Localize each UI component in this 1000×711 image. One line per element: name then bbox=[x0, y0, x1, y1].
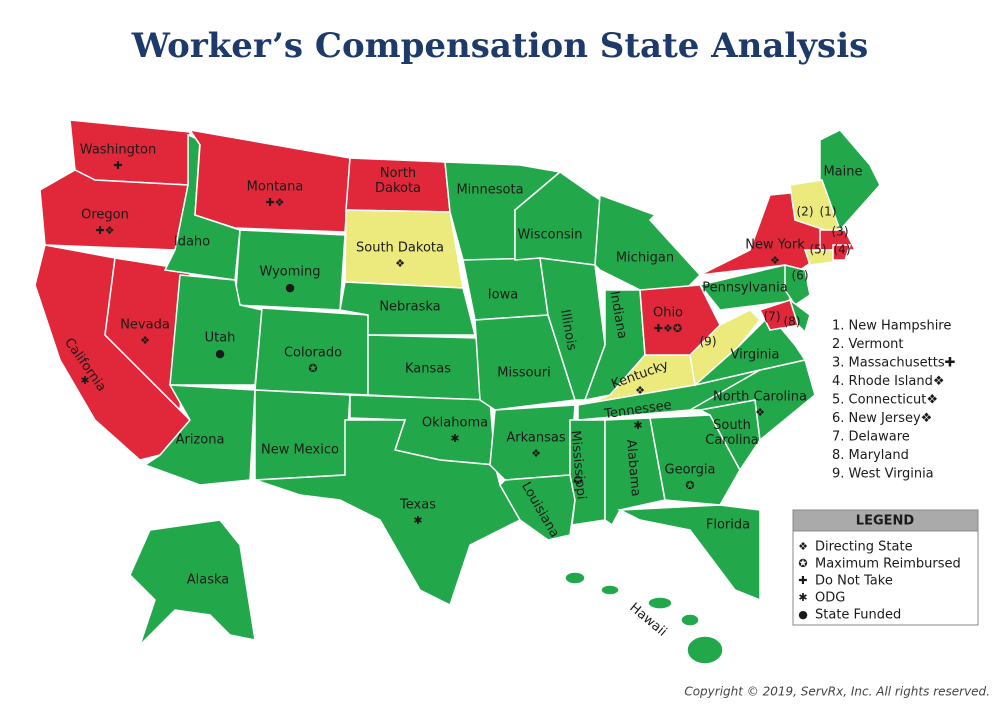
state-symbols: ✪ bbox=[685, 479, 694, 492]
state-symbols: ✱ bbox=[450, 432, 459, 445]
state-marker: (3) bbox=[832, 225, 849, 239]
state-label: Wyoming bbox=[259, 265, 320, 280]
state-label: Arkansas bbox=[506, 431, 565, 446]
state-label: Kansas bbox=[405, 362, 451, 377]
state-label: Illinois bbox=[557, 308, 579, 351]
state-marker: (2) bbox=[797, 205, 814, 219]
legend-label: Maximum Reimbursed bbox=[815, 557, 961, 572]
list-item: 1. New Hampshire bbox=[832, 319, 951, 334]
state-label: Idaho bbox=[174, 235, 210, 250]
state-marker: (6) bbox=[792, 269, 809, 283]
list-item: 5. Connecticut❖ bbox=[832, 393, 938, 408]
state-label: Georgia bbox=[665, 463, 716, 478]
legend: LEGEND ❖ Directing State ✪ Maximum Reimburs… bbox=[792, 509, 979, 626]
state-symbols: ✚❖ bbox=[265, 196, 284, 209]
state-marker: (1) bbox=[820, 205, 837, 219]
state-label: Nevada bbox=[120, 318, 170, 333]
state-symbols: ✱ bbox=[633, 419, 642, 432]
legend-symbol: ✱ bbox=[798, 591, 807, 604]
title: Worker’s Compensation State Analysis bbox=[131, 26, 869, 66]
list-item: 7. Delaware bbox=[832, 430, 910, 445]
list-item: 2. Vermont bbox=[832, 337, 904, 352]
state-label: Colorado bbox=[284, 346, 342, 361]
state-label: Missouri bbox=[497, 366, 551, 381]
state-label: Oklahoma bbox=[422, 416, 488, 431]
copyright: Copyright © 2019, ServRx, Inc. All right… bbox=[684, 685, 990, 699]
legend-symbol: ● bbox=[798, 608, 808, 621]
numbered-list: 1. New Hampshire 2. Vermont 3. Massachuset… bbox=[832, 319, 956, 482]
state-label: Washington bbox=[80, 143, 156, 158]
state-symbols: ✚❖ bbox=[95, 224, 114, 237]
state-label: Ohio bbox=[653, 306, 683, 321]
label-line: Carolina bbox=[705, 433, 759, 448]
state-symbols: ❖ bbox=[395, 257, 405, 270]
state-symbols: ✚❖✪ bbox=[654, 322, 682, 335]
state-symbols: ✱ bbox=[80, 374, 89, 387]
state-symbols: ● bbox=[285, 281, 295, 294]
state-symbols: ❖ bbox=[635, 384, 645, 397]
state-label: Alaska bbox=[187, 573, 230, 588]
state-label: North Carolina bbox=[713, 390, 807, 405]
state-symbols: ✪ bbox=[308, 362, 317, 375]
state-label: New Mexico bbox=[261, 443, 339, 458]
state-label: Utah bbox=[205, 331, 236, 346]
state-label: Iowa bbox=[488, 288, 518, 303]
list-item: 9. West Virginia bbox=[832, 467, 934, 482]
state-marker: (9) bbox=[700, 335, 717, 349]
state-label: Mississippi bbox=[568, 430, 589, 500]
state-label: Alabama bbox=[623, 439, 643, 497]
legend-label: Do Not Take bbox=[815, 574, 893, 589]
state-label: Michigan bbox=[616, 251, 674, 266]
state-symbols: ❖ bbox=[770, 254, 780, 267]
legend-symbol: ❖ bbox=[798, 540, 808, 553]
state-marker: (8) bbox=[784, 315, 801, 329]
state-symbols: ❖ bbox=[531, 447, 541, 460]
state-marker: (7) bbox=[764, 310, 781, 324]
state-label: Virginia bbox=[730, 348, 779, 363]
state-symbols: ✱ bbox=[413, 514, 422, 527]
list-item: 6. New Jersey❖ bbox=[832, 411, 932, 426]
state-label: South Dakota bbox=[356, 241, 444, 256]
state-symbols: ❖ bbox=[755, 406, 765, 419]
legend-items: ❖ Directing State ✪ Maximum Reimbursed ✚ Do N… bbox=[798, 540, 961, 623]
state-label: Florida bbox=[706, 518, 750, 533]
state-label: South Carolina bbox=[705, 418, 759, 448]
legend-symbol: ✪ bbox=[798, 557, 807, 570]
state-label: Pennsylvania bbox=[702, 281, 787, 296]
legend-label: ODG bbox=[815, 591, 845, 606]
state-symbols: ✪ bbox=[573, 474, 582, 487]
state-label: North Dakota bbox=[375, 166, 421, 196]
state-symbols: ✚ bbox=[113, 159, 122, 172]
state-label: Texas bbox=[399, 498, 436, 513]
legend-header bbox=[792, 509, 979, 532]
state-label: Wisconsin bbox=[518, 228, 583, 243]
state-label: Montana bbox=[247, 180, 304, 195]
legend-title: LEGEND bbox=[856, 514, 915, 529]
state-label: Oregon bbox=[81, 208, 129, 223]
legend-label: State Funded bbox=[815, 608, 901, 623]
state-label: Maine bbox=[823, 165, 862, 180]
state-label: Arizona bbox=[176, 433, 225, 448]
label-line: Dakota bbox=[375, 181, 421, 196]
state-marker: (4) bbox=[834, 243, 851, 257]
list-item: 3. Massachusetts✚ bbox=[832, 356, 956, 371]
state-marker: (5) bbox=[810, 243, 827, 257]
legend-symbol: ✚ bbox=[798, 574, 807, 587]
list-item: 8. Maryland bbox=[832, 448, 909, 463]
label-line: South bbox=[713, 418, 751, 433]
states bbox=[34, 119, 881, 665]
state-label: Minnesota bbox=[456, 183, 523, 198]
list-item: 4. Rhode Island❖ bbox=[832, 374, 944, 389]
state-label: Nebraska bbox=[379, 300, 440, 315]
state-symbols: ● bbox=[215, 347, 225, 360]
legend-label: Directing State bbox=[815, 540, 913, 555]
state-symbols: ❖ bbox=[140, 334, 150, 347]
label-line: North bbox=[380, 166, 416, 181]
state-label: New York bbox=[745, 238, 805, 253]
